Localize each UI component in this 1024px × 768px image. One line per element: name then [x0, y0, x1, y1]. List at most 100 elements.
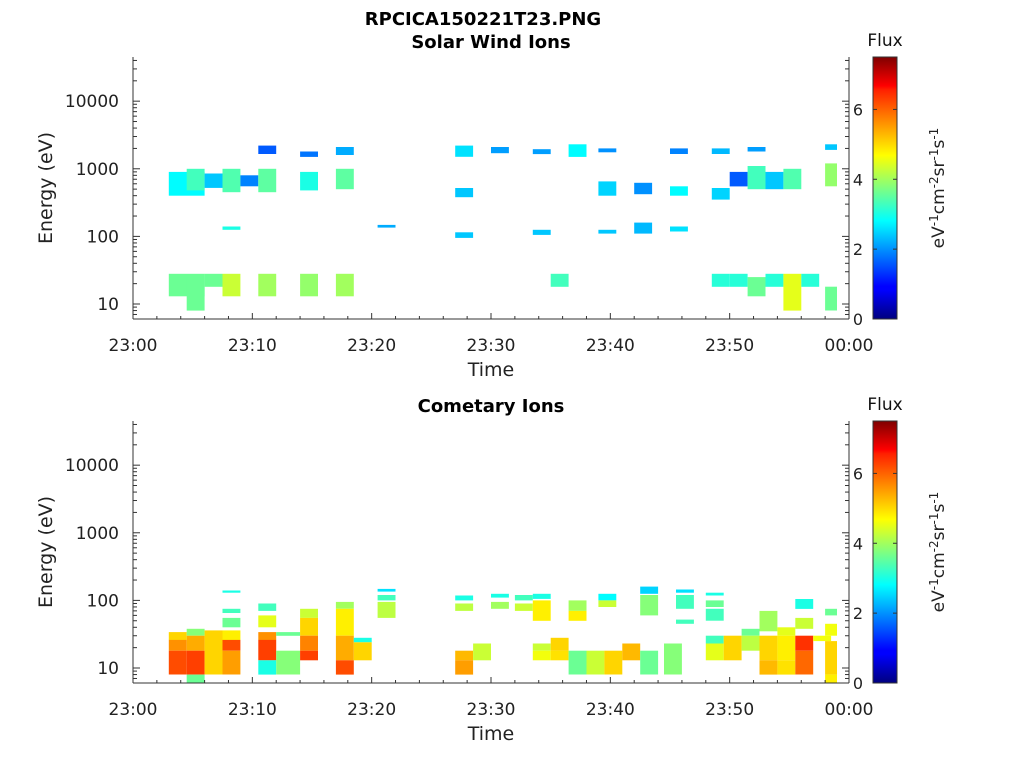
- colorbar-tick-label: 0: [853, 310, 863, 329]
- heatmap-cell: [377, 601, 396, 618]
- heatmap-cell: [186, 628, 205, 636]
- heatmap-cell: [455, 232, 474, 238]
- heatmap-cell: [795, 650, 814, 675]
- heatmap-cell: [747, 166, 766, 190]
- colorbar-tick-label: 6: [853, 464, 863, 483]
- heatmap-cell: [532, 593, 551, 599]
- heatmap-cell: [765, 171, 784, 190]
- heatmap-cell: [741, 628, 760, 636]
- x-tick-label: 23:50: [705, 700, 754, 720]
- x-tick-label: 00:00: [825, 336, 874, 356]
- heatmap-cell: [711, 188, 730, 200]
- x-axis-label: Time: [467, 723, 515, 745]
- y-tick-label: 100: [87, 227, 119, 247]
- heatmap-cell: [300, 617, 318, 636]
- heatmap-cell: [204, 630, 223, 640]
- heatmap-cell: [258, 639, 277, 661]
- heatmap-cell: [723, 635, 742, 661]
- heatmap-cell: [514, 595, 533, 601]
- heatmap-cell: [825, 144, 837, 150]
- heatmap-cell: [676, 589, 694, 593]
- heatmap-cell: [825, 163, 837, 187]
- heatmap-cell: [300, 151, 318, 157]
- heatmap-cell: [783, 273, 802, 311]
- y-tick-label: 1000: [76, 160, 119, 180]
- heatmap-cell: [491, 147, 509, 154]
- colorbar-tick-label: 6: [853, 100, 863, 119]
- colorbar-unit-label: eV-1cm-2sr-1s-1: [927, 492, 949, 613]
- heatmap-cell: [168, 650, 187, 675]
- heatmap-cell: [300, 608, 318, 618]
- heatmap-cell: [598, 229, 617, 234]
- heatmap-cell: [455, 595, 474, 601]
- heatmap-cell: [168, 639, 187, 651]
- heatmap-cell: [455, 603, 474, 611]
- heatmap-cell: [550, 637, 569, 651]
- heatmap-cell: [640, 650, 659, 675]
- heatmap-cell: [598, 600, 617, 607]
- heatmap-cell: [532, 600, 551, 621]
- x-tick-label: 00:00: [825, 700, 874, 720]
- colorbar-title: Flux: [867, 31, 902, 51]
- heatmap-cell: [335, 147, 354, 155]
- heatmap-cell: [204, 173, 223, 188]
- heatmap-cell: [222, 608, 241, 613]
- heatmap-cell: [568, 610, 587, 621]
- heatmap-cell: [765, 273, 784, 287]
- heatmap-cell: [705, 592, 724, 596]
- heatmap-cell: [377, 595, 396, 601]
- heatmap-cell: [777, 635, 796, 661]
- heatmap-cell: [222, 639, 241, 651]
- heatmap-cell: [741, 635, 760, 651]
- heatmap-cell: [640, 595, 659, 616]
- heatmap-cell: [300, 650, 318, 661]
- heatmap-cell: [705, 600, 724, 607]
- heatmap-cell: [795, 635, 814, 651]
- colorbar-unit-label: eV-1cm-2sr-1s-1: [927, 128, 949, 249]
- heatmap-cell: [550, 650, 569, 661]
- heatmap-cell: [634, 222, 653, 234]
- heatmap-cell: [532, 229, 551, 235]
- heatmap-cell: [705, 643, 724, 661]
- heatmap-cell: [300, 635, 318, 651]
- heatmap-cell: [258, 168, 277, 193]
- heatmap-cell: [186, 635, 205, 651]
- heatmap-cell: [729, 273, 748, 287]
- heatmap-cell: [222, 630, 241, 640]
- y-tick-label: 1000: [76, 524, 119, 544]
- heatmap-cell: [747, 277, 766, 297]
- heatmap-cell: [258, 660, 277, 675]
- heatmap-cell: [729, 171, 748, 187]
- heatmap-cell: [186, 674, 205, 683]
- heatmap-cell: [222, 590, 241, 593]
- heatmap-cell: [186, 650, 205, 675]
- heatmap-cell: [204, 273, 223, 287]
- heatmap-cell: [676, 595, 694, 609]
- heatmap-cell: [222, 617, 241, 628]
- y-tick-label: 10: [97, 659, 119, 679]
- heatmap-cell: [455, 650, 474, 661]
- heatmap-cell: [300, 273, 318, 297]
- heatmap-cell: [777, 660, 796, 675]
- heatmap-cell: [801, 273, 820, 287]
- heatmap-cell: [168, 632, 187, 640]
- panel-title: Cometary Ions: [418, 396, 565, 417]
- y-tick-label: 10000: [65, 456, 119, 476]
- heatmap-cell: [664, 643, 682, 675]
- heatmap-cell: [705, 635, 724, 644]
- heatmap-cell: [568, 650, 587, 675]
- heatmap-cell: [568, 144, 587, 157]
- heatmap-cell: [598, 593, 617, 601]
- x-axis-label: Time: [467, 359, 515, 381]
- heatmap-cell: [825, 608, 837, 616]
- heatmap-cell: [455, 188, 474, 198]
- heatmap-cell: [532, 650, 551, 661]
- x-tick-label: 23:00: [109, 336, 158, 356]
- heatmap-cell: [222, 168, 241, 193]
- x-tick-label: 23:40: [586, 336, 635, 356]
- colorbar-tick-label: 2: [853, 240, 863, 259]
- heatmap-cell: [532, 149, 551, 155]
- colorbar: [872, 420, 898, 684]
- heatmap-cell: [491, 601, 509, 609]
